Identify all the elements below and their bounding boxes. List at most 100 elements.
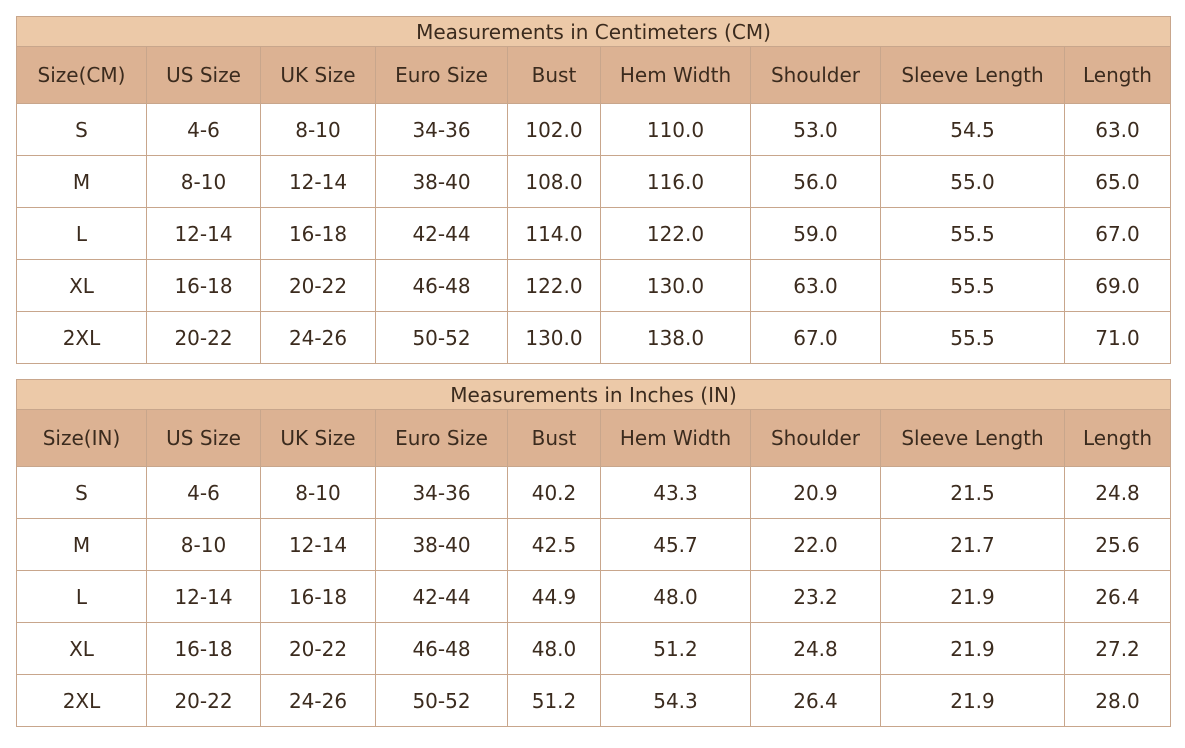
- header-cell: Shoulder: [750, 46, 881, 104]
- data-cell: 24.8: [1063, 466, 1172, 519]
- data-row: S 4-6 8-10 34-36 102.0 110.0 53.0 54.5 63.0: [16, 103, 1171, 156]
- header-cell: Hem Width: [600, 409, 751, 467]
- header-cell: Hem Width: [600, 46, 751, 104]
- data-cell: 22.0: [750, 518, 881, 571]
- header-cell: Size(IN): [16, 409, 147, 467]
- data-cell: 67.0: [1064, 207, 1171, 260]
- data-cell: 50-52: [375, 674, 508, 727]
- data-cell: XL: [16, 622, 147, 675]
- data-cell: 42.5: [507, 518, 601, 571]
- data-cell: 55.5: [880, 259, 1065, 312]
- data-cell: 46-48: [375, 259, 508, 312]
- data-row: S 4-6 8-10 34-36 40.2 43.3 20.9 21.5 24.8: [16, 466, 1172, 519]
- data-cell: 42-44: [375, 207, 508, 260]
- data-cell: 55.5: [880, 207, 1065, 260]
- data-cell: 21.5: [880, 466, 1065, 519]
- data-cell: XL: [16, 259, 147, 312]
- data-cell: 12-14: [146, 207, 261, 260]
- data-cell: 21.7: [880, 518, 1065, 571]
- data-row: 2XL 20-22 24-26 50-52 51.2 54.3 26.4 21.9 28.0: [16, 674, 1172, 727]
- data-cell: 63.0: [1064, 103, 1171, 156]
- data-cell: 138.0: [600, 311, 751, 364]
- data-cell: 24-26: [260, 674, 376, 727]
- data-cell: 12-14: [146, 570, 261, 623]
- data-row: L 12-14 16-18 42-44 44.9 48.0 23.2 21.9 26.4: [16, 570, 1172, 623]
- title-row: Measurements in Inches (IN): [15, 379, 1172, 410]
- data-cell: 45.7: [600, 518, 751, 571]
- data-cell: S: [16, 103, 147, 156]
- data-cell: 27.2: [1063, 622, 1172, 675]
- data-cell: 20-22: [146, 674, 261, 727]
- data-cell: 71.0: [1064, 311, 1171, 364]
- data-cell: 48.0: [600, 570, 751, 623]
- data-row: 2XL 20-22 24-26 50-52 130.0 138.0 67.0 55.5 71.0: [16, 311, 1171, 364]
- data-cell: M: [16, 155, 147, 208]
- data-cell: 38-40: [375, 518, 508, 571]
- data-cell: 122.0: [600, 207, 751, 260]
- data-cell: 4-6: [146, 103, 261, 156]
- data-cell: 8-10: [260, 103, 376, 156]
- header-cell: UK Size: [260, 46, 376, 104]
- data-cell: 67.0: [750, 311, 881, 364]
- data-cell: 16-18: [146, 259, 261, 312]
- header-cell: Length: [1064, 46, 1171, 104]
- data-cell: 24-26: [260, 311, 376, 364]
- data-cell: 23.2: [750, 570, 881, 623]
- data-cell: 53.0: [750, 103, 881, 156]
- data-cell: 38-40: [375, 155, 508, 208]
- header-cell: Bust: [507, 46, 601, 104]
- data-cell: 20-22: [260, 622, 376, 675]
- data-cell: 8-10: [260, 466, 376, 519]
- data-row: M 8-10 12-14 38-40 42.5 45.7 22.0 21.7 25.6: [16, 518, 1172, 571]
- data-cell: 108.0: [507, 155, 601, 208]
- data-cell: 26.4: [1063, 570, 1172, 623]
- data-cell: 12-14: [260, 155, 376, 208]
- data-cell: 21.9: [880, 570, 1065, 623]
- size-table: Measurements in Inches (IN) Size(IN) US Si…: [15, 379, 1172, 727]
- data-cell: 69.0: [1064, 259, 1171, 312]
- data-cell: 55.0: [880, 155, 1065, 208]
- data-cell: 8-10: [146, 518, 261, 571]
- data-cell: 55.5: [880, 311, 1065, 364]
- header-cell: Sleeve Length: [880, 409, 1065, 467]
- header-row: Size(CM) US Size UK Size Euro Size Bust Hem W…: [16, 46, 1171, 104]
- data-cell: 34-36: [375, 103, 508, 156]
- data-cell: 24.8: [750, 622, 881, 675]
- data-cell: 12-14: [260, 518, 376, 571]
- data-row: XL 16-18 20-22 46-48 122.0 130.0 63.0 55.5 69.0: [16, 259, 1171, 312]
- data-cell: 21.9: [880, 622, 1065, 675]
- data-cell: S: [16, 466, 147, 519]
- data-cell: 116.0: [600, 155, 751, 208]
- header-cell: Euro Size: [375, 409, 508, 467]
- data-cell: 56.0: [750, 155, 881, 208]
- data-cell: 16-18: [146, 622, 261, 675]
- data-cell: 130.0: [600, 259, 751, 312]
- data-cell: 59.0: [750, 207, 881, 260]
- header-cell: Length: [1063, 409, 1172, 467]
- data-cell: 2XL: [16, 311, 147, 364]
- data-cell: 130.0: [507, 311, 601, 364]
- data-cell: L: [16, 207, 147, 260]
- data-cell: 43.3: [600, 466, 751, 519]
- data-cell: 40.2: [507, 466, 601, 519]
- table-title: Measurements in Centimeters (CM): [16, 16, 1171, 47]
- size-table: Measurements in Centimeters (CM) Size(CM)…: [16, 16, 1171, 364]
- data-cell: 42-44: [375, 570, 508, 623]
- data-cell: 4-6: [146, 466, 261, 519]
- data-cell: 34-36: [375, 466, 508, 519]
- data-cell: 122.0: [507, 259, 601, 312]
- data-cell: 2XL: [16, 674, 147, 727]
- header-row: Size(IN) US Size UK Size Euro Size Bust Hem W…: [16, 409, 1172, 467]
- data-row: M 8-10 12-14 38-40 108.0 116.0 56.0 55.0 65.0: [16, 155, 1171, 208]
- data-cell: 48.0: [507, 622, 601, 675]
- data-cell: 25.6: [1063, 518, 1172, 571]
- data-cell: 114.0: [507, 207, 601, 260]
- data-cell: 51.2: [507, 674, 601, 727]
- data-cell: L: [16, 570, 147, 623]
- data-cell: 21.9: [880, 674, 1065, 727]
- data-cell: 65.0: [1064, 155, 1171, 208]
- data-row: L 12-14 16-18 42-44 114.0 122.0 59.0 55.5 67.0: [16, 207, 1171, 260]
- header-cell: US Size: [146, 46, 261, 104]
- header-cell: Sleeve Length: [880, 46, 1065, 104]
- data-cell: 102.0: [507, 103, 601, 156]
